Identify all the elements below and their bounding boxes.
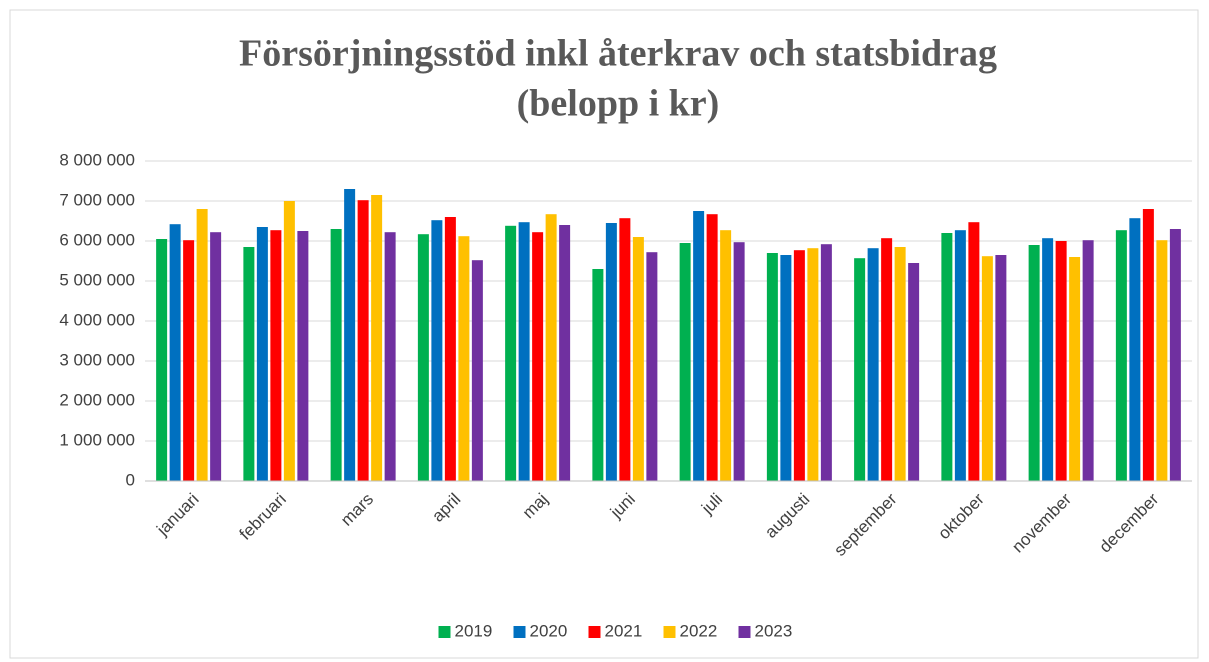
bar (505, 225, 517, 481)
bar (780, 255, 792, 481)
bar (720, 230, 732, 481)
bar (384, 232, 396, 481)
bar (1082, 240, 1094, 481)
bar (1169, 229, 1181, 481)
bar (632, 237, 644, 481)
bar (330, 229, 342, 481)
y-tick-label: 7 000 000 (59, 190, 135, 209)
y-tick-label: 5 000 000 (59, 270, 135, 289)
y-tick-label: 0 (126, 470, 135, 489)
bar (283, 201, 295, 481)
bar (444, 217, 456, 481)
bar (431, 220, 443, 481)
bar (156, 239, 168, 481)
legend-label: 2020 (530, 621, 568, 640)
bar (941, 233, 953, 481)
bar (458, 236, 470, 481)
bar (1142, 209, 1154, 481)
bar (693, 211, 705, 481)
y-tick-label: 6 000 000 (59, 230, 135, 249)
bar (532, 232, 544, 481)
bar (243, 247, 255, 481)
bar (344, 189, 356, 481)
bar (854, 258, 866, 481)
bar (706, 214, 718, 481)
legend-swatch (513, 626, 526, 638)
bar (169, 224, 181, 481)
y-tick-label: 2 000 000 (59, 390, 135, 409)
bar (894, 247, 906, 481)
bar (995, 255, 1007, 481)
bar (1156, 240, 1168, 481)
bar (619, 218, 631, 481)
bar (592, 269, 604, 481)
y-tick-label: 4 000 000 (59, 310, 135, 329)
bar (210, 232, 222, 481)
bar (954, 230, 966, 481)
bar (1042, 238, 1054, 481)
y-tick-label: 1 000 000 (59, 430, 135, 449)
bar (679, 243, 691, 481)
y-tick-label: 8 000 000 (59, 150, 135, 169)
bar (545, 214, 557, 481)
bar (371, 195, 383, 481)
legend-label: 2021 (605, 621, 643, 640)
legend-label: 2019 (455, 621, 493, 640)
chart-title: Försörjningsstöd inkl återkrav och stats… (239, 33, 997, 75)
bar (518, 222, 530, 481)
bar (1129, 218, 1141, 481)
legend-swatch (663, 626, 676, 638)
bar (646, 252, 658, 481)
bar (881, 238, 893, 481)
legend-label: 2023 (755, 621, 793, 640)
bar (981, 256, 993, 481)
bar (908, 263, 920, 481)
bar (867, 248, 879, 481)
bar (417, 234, 429, 481)
bar (1069, 257, 1081, 481)
bar (270, 230, 282, 481)
bar (1028, 245, 1040, 481)
bar (766, 253, 778, 481)
legend-swatch (738, 626, 751, 638)
legend-swatch (588, 626, 601, 638)
bar (968, 222, 980, 481)
bar (1055, 241, 1067, 481)
legend-label: 2022 (680, 621, 718, 640)
y-tick-label: 3 000 000 (59, 350, 135, 369)
chart-title: (belopp i kr) (517, 83, 720, 125)
bar (793, 250, 805, 481)
bar (196, 209, 208, 481)
bar (1115, 230, 1127, 481)
bar (471, 260, 483, 481)
bar (297, 231, 309, 481)
bar (733, 242, 745, 481)
bar (559, 225, 571, 481)
legend-swatch (438, 626, 451, 638)
bar (820, 244, 832, 481)
bar (807, 248, 819, 481)
bar (357, 200, 369, 481)
bar (183, 240, 195, 481)
bar (256, 227, 268, 481)
bar (605, 223, 617, 481)
